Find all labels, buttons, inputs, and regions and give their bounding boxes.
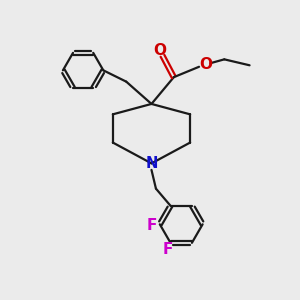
- Text: F: F: [146, 218, 157, 233]
- Text: O: O: [199, 57, 212, 72]
- Text: O: O: [154, 43, 166, 58]
- Text: N: N: [145, 156, 158, 171]
- Text: F: F: [162, 242, 173, 257]
